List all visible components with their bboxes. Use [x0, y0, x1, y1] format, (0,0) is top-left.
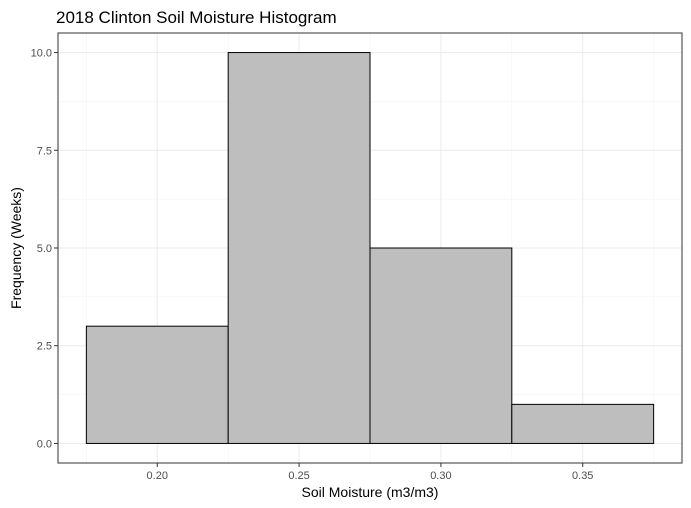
histogram-bar — [369, 247, 513, 444]
x-tick-label: 0.20 — [147, 470, 168, 482]
x-axis-title: Soil Moisture (m3/m3) — [302, 484, 439, 500]
histogram-bar — [511, 403, 655, 444]
y-tick-label: 10.0 — [31, 48, 52, 60]
y-tick-label: 2.5 — [37, 341, 52, 353]
y-tick-label: 5.0 — [37, 243, 52, 255]
y-axis-title: Frequency (Weeks) — [8, 187, 24, 309]
histogram-bar — [85, 325, 229, 444]
y-tick-label: 0.0 — [37, 438, 52, 450]
x-tick-label: 0.30 — [430, 470, 451, 482]
histogram-bar — [227, 52, 371, 444]
chart-title: 2018 Clinton Soil Moisture Histogram — [56, 8, 337, 27]
x-tick-label: 0.25 — [288, 470, 309, 482]
y-tick-label: 7.5 — [37, 145, 52, 157]
x-axis: 0.20 0.25 0.30 0.35 — [147, 463, 593, 482]
x-tick-label: 0.35 — [572, 470, 593, 482]
histogram-bars — [85, 52, 655, 444]
y-axis: 0.0 2.5 5.0 7.5 10.0 — [31, 48, 58, 450]
